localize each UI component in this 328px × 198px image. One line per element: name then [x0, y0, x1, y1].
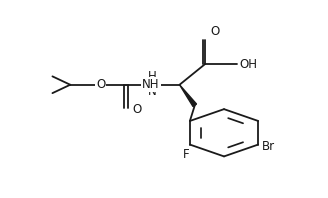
Text: OH: OH	[239, 58, 257, 71]
Text: O: O	[133, 103, 142, 116]
Text: O: O	[96, 78, 105, 91]
Text: O: O	[210, 25, 219, 38]
Text: NH: NH	[142, 78, 160, 91]
Text: Br: Br	[262, 140, 275, 153]
Text: H
N: H N	[148, 70, 157, 98]
Text: F: F	[183, 148, 189, 161]
Polygon shape	[179, 85, 196, 107]
